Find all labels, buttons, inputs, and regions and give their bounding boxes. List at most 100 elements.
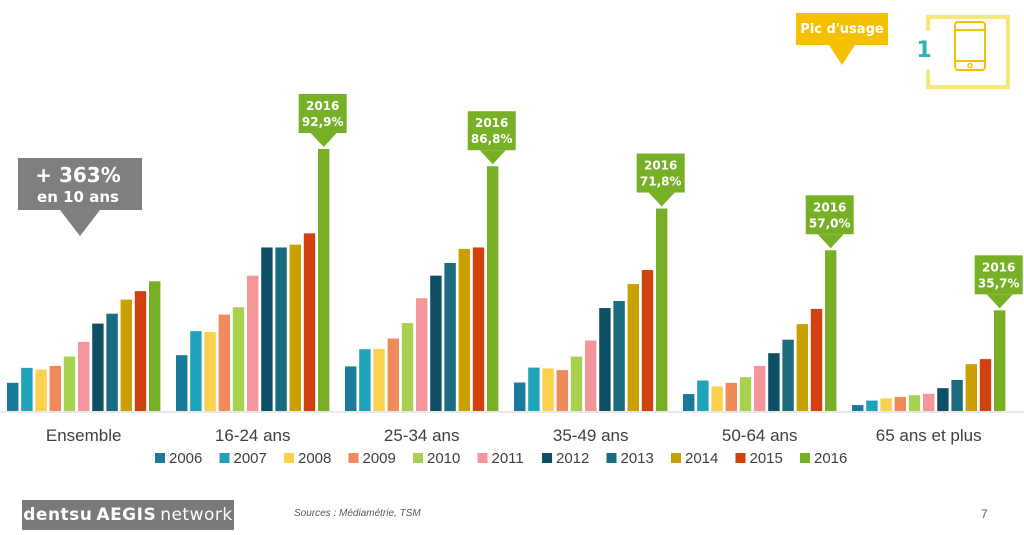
usage-peak-label: Pic d'usage (796, 13, 888, 45)
callout-year: 2016 (813, 200, 846, 214)
callout-year: 2016 (644, 159, 677, 173)
bar-50-64-ans-2006 (683, 394, 695, 411)
bar-50-64-ans-2014 (796, 324, 808, 411)
callout-year: 2016 (475, 116, 508, 130)
category-label: Ensemble (46, 426, 122, 445)
callout-arrow (817, 234, 844, 249)
bar-16-24-ans-2016 (318, 149, 330, 411)
bar-65-ans-et-plus-2010 (908, 395, 921, 411)
bar-35-49-ans-2014 (627, 284, 639, 411)
bar-50-64-ans-2011 (754, 365, 766, 411)
legend-swatch-2011 (477, 453, 488, 463)
bar-65-ans-et-plus-2008 (880, 398, 892, 411)
bar-ensemble-2008 (35, 369, 47, 411)
page-number: 7 (981, 507, 988, 521)
bar-16-24-ans-2009 (218, 314, 230, 411)
bar-65-ans-et-plus-2014 (965, 364, 977, 411)
usage-peak-arrow (829, 45, 855, 65)
bar-35-49-ans-2007 (528, 367, 540, 411)
legend-label-2007: 2007 (234, 450, 267, 467)
bar-16-24-ans-2012 (261, 247, 273, 411)
bar-35-49-ans-2010 (570, 356, 583, 411)
legend-label-2013: 2013 (621, 450, 654, 467)
bar-50-64-ans-2008 (711, 386, 723, 411)
bar-50-64-ans-2015 (810, 308, 823, 411)
callout-value: 86,8% (471, 132, 513, 146)
bar-50-64-ans-2010 (739, 377, 752, 411)
bar-16-24-ans-2011 (247, 275, 259, 411)
bar-ensemble-2012 (92, 323, 104, 411)
growth-callout-period: en 10 ans (37, 188, 119, 206)
legend-label-2014: 2014 (685, 450, 718, 467)
bar-25-34-ans-2009 (387, 338, 399, 411)
callout-box (298, 94, 347, 134)
bar-ensemble-2015 (134, 291, 147, 411)
bar-25-34-ans-2015 (472, 247, 485, 411)
bar-50-64-ans-2016 (825, 250, 837, 411)
bar-ensemble-2006 (7, 382, 19, 411)
legend-swatch-2010 (413, 453, 423, 463)
bar-50-64-ans-2013 (782, 339, 794, 411)
callout-arrow (986, 294, 1013, 309)
bar-35-49-ans-2012 (599, 308, 611, 411)
bar-ensemble-2009 (49, 365, 61, 411)
category-label: 35-49 ans (553, 426, 629, 445)
callout-box (805, 195, 854, 235)
bar-16-24-ans-2014 (289, 244, 301, 411)
category-label: 25-34 ans (384, 426, 460, 445)
bar-25-34-ans-2010 (401, 323, 414, 411)
legend-label-2010: 2010 (427, 450, 460, 467)
tablet-icon (954, 21, 986, 71)
bar-50-64-ans-2009 (725, 382, 737, 411)
legend-label-2008: 2008 (298, 450, 331, 467)
callout-arrow (648, 192, 675, 207)
bar-35-49-ans-2009 (556, 370, 568, 411)
legend-label-2012: 2012 (556, 450, 589, 467)
legend-label-2016: 2016 (814, 450, 847, 467)
bar-65-ans-et-plus-2006 (852, 405, 864, 411)
bar-35-49-ans-2013 (613, 301, 625, 411)
legend-label-2015: 2015 (750, 450, 783, 467)
legend-swatch-2014 (671, 453, 681, 463)
bar-50-64-ans-2007 (697, 380, 709, 411)
category-label: 16-24 ans (215, 426, 291, 445)
legend-swatch-2016 (800, 453, 810, 463)
bar-ensemble-2016 (149, 281, 161, 411)
bar-16-24-ans-2015 (303, 233, 316, 411)
bar-35-49-ans-2008 (542, 368, 554, 411)
device-rank-number: 1 (904, 30, 944, 70)
legend-swatch-2009 (348, 453, 359, 463)
bar-16-24-ans-2010 (232, 307, 245, 411)
legend-swatch-2012 (542, 453, 552, 463)
legend-swatch-2008 (284, 453, 294, 463)
legend-label-2011: 2011 (492, 450, 524, 467)
bar-ensemble-2007 (21, 367, 33, 411)
bar-16-24-ans-2007 (190, 331, 202, 411)
callout-arrow (479, 150, 506, 165)
bar-35-49-ans-2015 (641, 270, 654, 411)
bar-65-ans-et-plus-2009 (894, 396, 906, 411)
bar-65-ans-et-plus-2007 (866, 400, 878, 411)
bar-65-ans-et-plus-2016 (994, 310, 1006, 411)
growth-callout-box (18, 158, 142, 210)
bar-25-34-ans-2016 (487, 166, 499, 411)
legend-swatch-2007 (219, 453, 230, 463)
legend-swatch-2015 (735, 453, 746, 463)
callout-year: 2016 (306, 99, 339, 113)
bar-35-49-ans-2016 (656, 208, 668, 411)
bar-50-64-ans-2012 (768, 353, 780, 411)
category-label: 50-64 ans (722, 426, 798, 445)
callout-arrow (310, 133, 337, 148)
callout-box (974, 255, 1023, 295)
legend-label-2009: 2009 (363, 450, 396, 467)
callout-box (467, 111, 516, 151)
bar-ensemble-2013 (106, 313, 118, 411)
bar-ensemble-2011 (78, 341, 90, 411)
growth-callout-arrow (60, 210, 100, 236)
bar-ensemble-2014 (120, 299, 132, 411)
bar-16-24-ans-2013 (275, 247, 287, 411)
callout-value: 71,8% (640, 175, 682, 189)
callout-value: 57,0% (809, 216, 851, 230)
bar-25-34-ans-2012 (430, 275, 442, 411)
